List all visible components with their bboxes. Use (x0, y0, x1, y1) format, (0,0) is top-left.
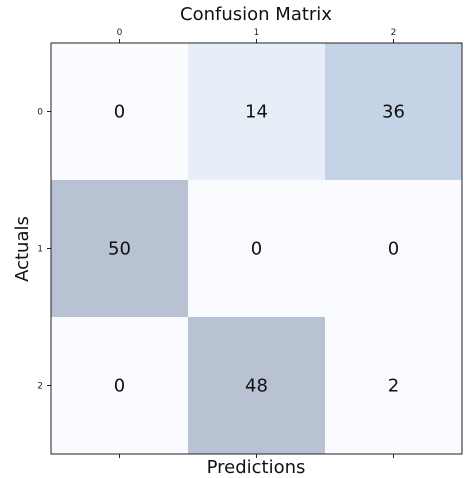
cell-value-r2-c1: 48 (245, 376, 268, 397)
cell-value-r0-c2: 36 (382, 102, 405, 123)
y-axis-ticks: 0 1 2 (37, 108, 51, 392)
x-axis-ticks: 0 1 2 (117, 28, 397, 458)
cell-value-r2-c0: 0 (114, 376, 125, 397)
x-tick-label-0: 0 (117, 28, 123, 38)
heatmap-cell-labels: 0 14 36 50 0 0 0 48 2 (108, 102, 405, 397)
y-tick-label-1: 1 (37, 245, 43, 255)
y-tick-label-0: 0 (37, 108, 43, 118)
cell-value-r2-c2: 2 (388, 376, 399, 397)
cell-value-r1-c1: 0 (251, 239, 262, 260)
cell-value-r1-c2: 0 (388, 239, 399, 260)
x-tick-label-2: 2 (391, 28, 397, 38)
x-tick-label-1: 1 (254, 28, 260, 38)
y-axis-label: Actuals (12, 216, 33, 282)
cell-value-r0-c0: 0 (114, 102, 125, 123)
heatmap-cell-r2-c0 (51, 317, 188, 454)
y-tick-label-2: 2 (37, 382, 43, 392)
heatmap-cell-r2-c1 (188, 317, 325, 454)
heatmap-cell-r0-c1 (188, 43, 325, 180)
cell-value-r0-c1: 14 (245, 102, 268, 123)
cell-value-r1-c0: 50 (108, 239, 131, 260)
heatmap-cell-r1-c2 (325, 180, 462, 317)
heatmap-cell-r2-c2 (325, 317, 462, 454)
heatmap-cells (51, 43, 462, 454)
heatmap-cell-r1-c1 (188, 180, 325, 317)
heatmap-cell-r0-c0 (51, 43, 188, 180)
chart-title: Confusion Matrix (180, 4, 332, 25)
heatmap-cell-r0-c2 (325, 43, 462, 180)
heatmap-cell-r1-c0 (51, 180, 188, 317)
x-axis-label: Predictions (207, 457, 306, 478)
